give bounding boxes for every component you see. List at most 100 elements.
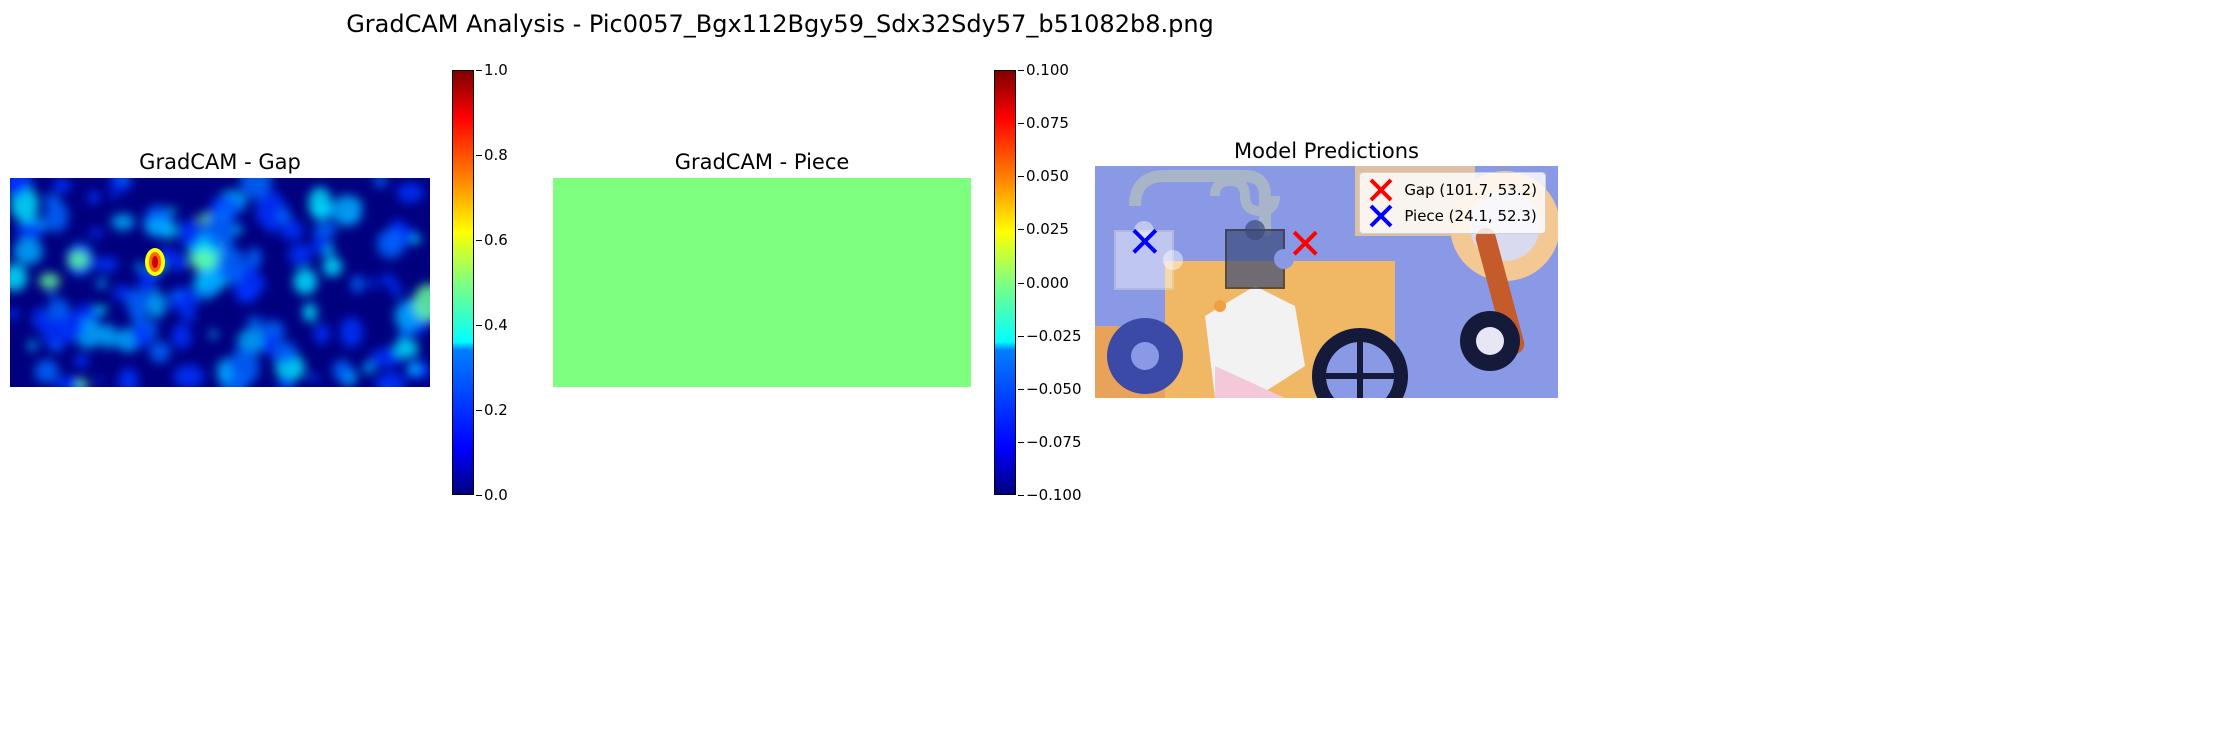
heat-blob	[377, 379, 392, 387]
piece-prediction-marker	[1132, 228, 1158, 254]
heat-blob	[261, 333, 278, 355]
heat-blob	[376, 229, 405, 259]
heat-blob	[110, 188, 119, 200]
heat-blob	[215, 246, 246, 285]
colorbar-tick-label: 0.2	[476, 401, 508, 419]
heat-blob	[268, 221, 278, 234]
colorbar-tick-label: 0.025	[1018, 220, 1069, 239]
heat-blob	[350, 275, 365, 293]
piece-heatmap	[553, 178, 971, 387]
figure-suptitle: GradCAM Analysis - Pic0057_Bgx112Bgy59_S…	[346, 10, 1214, 38]
heat-blob	[189, 251, 216, 270]
heat-blob	[251, 279, 267, 290]
heat-blob	[396, 183, 424, 203]
heat-blob	[322, 256, 343, 277]
heat-blob	[288, 243, 313, 266]
heat-blob	[118, 367, 139, 387]
heat-blob	[47, 290, 57, 299]
legend-gap-label: Gap (101.7, 53.2)	[1404, 181, 1537, 199]
heat-blob	[380, 274, 397, 287]
heat-blob	[180, 311, 197, 322]
heat-blob	[391, 284, 402, 298]
heat-blob	[134, 262, 146, 271]
piece-panel-title: GradCAM - Piece	[674, 150, 850, 174]
heat-blob	[15, 222, 44, 241]
colorbar-tick-label: 0.075	[1018, 114, 1069, 133]
heat-blob	[34, 359, 60, 384]
heat-blob	[195, 280, 205, 287]
colorbar-tick-label: 1.0	[476, 61, 508, 79]
heat-blob	[146, 291, 167, 319]
heat-blob	[240, 178, 272, 200]
piece-colorbar	[994, 70, 1016, 495]
heat-blob	[409, 364, 421, 374]
heat-blob	[144, 218, 174, 237]
heat-blob	[93, 257, 119, 273]
heat-blob	[89, 227, 103, 238]
heat-blob	[194, 264, 220, 299]
heat-blob	[98, 323, 118, 349]
heat-blob	[413, 284, 430, 322]
heat-blob	[132, 324, 150, 348]
heat-blob	[96, 278, 107, 289]
heat-blob	[217, 368, 231, 384]
legend-entry-piece: Piece (24.1, 52.3)	[1368, 203, 1537, 229]
blue-x-marker-icon	[1369, 204, 1393, 228]
heat-blob	[237, 328, 268, 354]
heat-blob	[246, 247, 262, 268]
gap-colorbar	[452, 70, 474, 495]
heat-blob	[307, 373, 320, 382]
gap-peak-hotspot	[152, 256, 158, 268]
heat-blob	[27, 340, 38, 352]
colorbar-tick-label: 0.000	[1018, 273, 1069, 292]
colorbar-tick-label: 0.050	[1018, 167, 1069, 186]
heat-blob	[247, 316, 263, 329]
predictions-panel-title: Model Predictions	[1234, 139, 1419, 163]
heat-blob	[280, 220, 304, 241]
heat-blob	[112, 285, 132, 301]
heat-blob	[167, 207, 177, 214]
heat-blob	[228, 347, 260, 387]
heat-blob	[373, 178, 388, 188]
heat-blob	[149, 341, 171, 363]
heat-blob	[39, 273, 60, 289]
heat-blob	[339, 317, 364, 348]
heat-blob	[177, 219, 203, 248]
heat-blob	[76, 379, 88, 387]
colorbar-tick-label: 0.6	[476, 231, 508, 249]
heat-blob	[308, 187, 332, 220]
heat-blob	[411, 235, 422, 244]
heat-blob	[50, 343, 62, 352]
heat-blob	[314, 323, 330, 345]
heat-blob	[47, 298, 70, 324]
heat-blob	[131, 310, 147, 328]
heat-blob	[208, 330, 218, 339]
predictions-legend: Gap (101.7, 53.2) Piece (24.1, 52.3)	[1359, 172, 1546, 234]
heat-blob	[367, 277, 377, 289]
heat-blob	[313, 221, 337, 240]
heat-blob	[393, 339, 419, 359]
heat-blob	[168, 286, 200, 314]
gap-panel-title: GradCAM - Gap	[139, 150, 301, 174]
colorbar-tick-label: −0.025	[1018, 326, 1082, 345]
heat-blob	[397, 330, 411, 340]
heat-blob	[171, 323, 192, 350]
legend-entry-gap: Gap (101.7, 53.2)	[1368, 177, 1537, 203]
heat-blob	[293, 268, 318, 295]
legend-piece-label: Piece (24.1, 52.3)	[1404, 207, 1537, 225]
heat-blob	[44, 193, 61, 206]
red-x-marker-icon	[1369, 178, 1393, 202]
heat-blob	[234, 285, 259, 303]
colorbar-tick-label: −0.050	[1018, 379, 1082, 398]
prediction-markers	[1132, 228, 1318, 256]
heat-blob	[169, 290, 184, 301]
heat-blob	[276, 207, 292, 225]
heat-blob	[302, 303, 318, 322]
heat-blob	[10, 178, 30, 197]
colorbar-tick-label: 0.4	[476, 316, 508, 334]
heat-blob	[109, 178, 122, 190]
heat-blob	[10, 308, 20, 320]
heat-blob	[332, 359, 352, 382]
heat-blob	[31, 307, 49, 331]
colorbar-tick-label: −0.100	[1018, 486, 1082, 504]
